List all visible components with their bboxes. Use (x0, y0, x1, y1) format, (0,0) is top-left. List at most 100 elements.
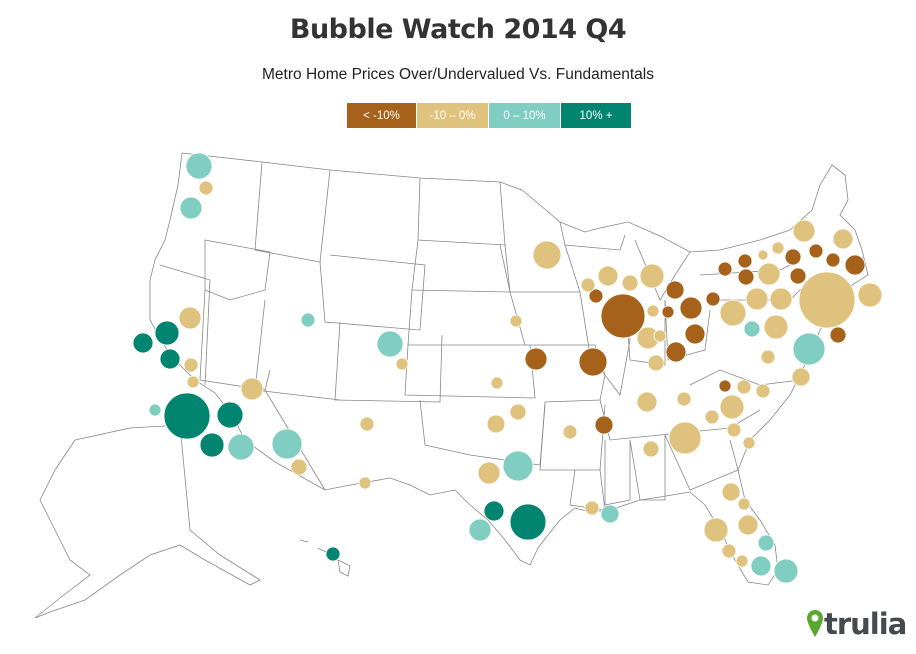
metro-bubble-minus10_0[interactable] (359, 416, 375, 432)
metro-bubble-minus10_0[interactable] (736, 379, 752, 395)
metro-bubble-lt_minus10[interactable] (737, 253, 753, 269)
metro-bubble-minus10_0[interactable] (486, 414, 506, 434)
metro-bubble-minus10_0[interactable] (721, 482, 741, 502)
metro-bubble-minus10_0[interactable] (642, 440, 660, 458)
metro-bubble-0_10[interactable] (271, 428, 303, 460)
metro-bubble-minus10_0[interactable] (791, 367, 811, 387)
metro-bubble-lt_minus10[interactable] (717, 261, 733, 277)
metro-bubble-0_10[interactable] (743, 320, 761, 338)
metro-bubble-minus10_0[interactable] (532, 240, 562, 270)
metro-bubble-0_10[interactable] (773, 558, 799, 584)
metro-bubble-minus10_0[interactable] (639, 263, 665, 289)
metro-bubble-minus10_0[interactable] (509, 314, 523, 328)
metro-bubble-minus10_0[interactable] (763, 314, 789, 340)
metro-bubble-minus10_0[interactable] (757, 262, 781, 286)
metro-bubble-lt_minus10[interactable] (718, 379, 732, 393)
metro-bubble-minus10_0[interactable] (668, 421, 702, 455)
metro-bubble-minus10_0[interactable] (745, 287, 769, 311)
metro-bubble-0_10[interactable] (750, 555, 772, 577)
metro-bubble-10_plus[interactable] (132, 332, 154, 354)
metro-bubble-0_10[interactable] (185, 152, 213, 180)
metro-bubble-10_plus[interactable] (154, 320, 180, 346)
metro-bubble-lt_minus10[interactable] (588, 288, 604, 304)
metro-bubble-10_plus[interactable] (216, 401, 244, 429)
metro-bubble-minus10_0[interactable] (798, 271, 856, 329)
metro-bubble-0_10[interactable] (757, 534, 775, 552)
metro-bubble-minus10_0[interactable] (395, 357, 409, 371)
metro-bubble-minus10_0[interactable] (647, 354, 665, 372)
metro-bubble-10_plus[interactable] (159, 348, 181, 370)
metro-bubble-0_10[interactable] (376, 330, 404, 358)
metro-bubble-lt_minus10[interactable] (825, 252, 841, 268)
metro-bubble-minus10_0[interactable] (737, 497, 751, 511)
metro-bubble-0_10[interactable] (468, 518, 492, 542)
metro-bubble-minus10_0[interactable] (178, 306, 202, 330)
metro-bubble-lt_minus10[interactable] (737, 268, 755, 286)
metro-bubble-0_10[interactable] (300, 312, 316, 328)
metro-bubble-minus10_0[interactable] (477, 461, 501, 485)
metro-bubble-lt_minus10[interactable] (665, 341, 687, 363)
metro-bubble-minus10_0[interactable] (737, 514, 759, 536)
metro-bubble-0_10[interactable] (792, 332, 826, 366)
metro-bubble-minus10_0[interactable] (719, 394, 745, 420)
metro-bubble-minus10_0[interactable] (636, 391, 658, 413)
metro-bubble-minus10_0[interactable] (183, 357, 199, 373)
metro-bubble-lt_minus10[interactable] (661, 305, 675, 319)
metro-bubble-minus10_0[interactable] (792, 219, 816, 243)
metro-bubble-10_plus[interactable] (163, 392, 211, 440)
metro-bubble-minus10_0[interactable] (198, 180, 214, 196)
metro-bubble-0_10[interactable] (179, 196, 203, 220)
metro-bubble-minus10_0[interactable] (857, 282, 883, 308)
metro-bubble-10_plus[interactable] (509, 503, 547, 541)
metro-bubble-minus10_0[interactable] (704, 409, 720, 425)
legend-item-under-10: < -10% (347, 103, 417, 128)
metro-bubble-lt_minus10[interactable] (594, 415, 614, 435)
metro-bubble-lt_minus10[interactable] (665, 280, 685, 300)
metro-bubble-0_10[interactable] (227, 433, 255, 461)
metro-bubble-minus10_0[interactable] (769, 287, 793, 311)
metro-bubble-minus10_0[interactable] (584, 500, 600, 516)
metro-bubble-lt_minus10[interactable] (684, 323, 706, 345)
metro-bubble-lt_minus10[interactable] (784, 248, 802, 266)
metro-bubble-10_plus[interactable] (325, 546, 341, 562)
metro-bubble-lt_minus10[interactable] (524, 347, 548, 371)
metro-bubble-minus10_0[interactable] (755, 383, 771, 399)
metro-bubble-minus10_0[interactable] (832, 228, 854, 250)
metro-bubble-lt_minus10[interactable] (789, 267, 807, 285)
metro-bubble-minus10_0[interactable] (358, 476, 372, 490)
metro-bubble-lt_minus10[interactable] (808, 243, 824, 259)
metro-bubble-minus10_0[interactable] (771, 241, 785, 255)
metro-bubble-minus10_0[interactable] (290, 458, 308, 476)
metro-bubble-0_10[interactable] (502, 450, 534, 482)
metro-bubble-minus10_0[interactable] (240, 377, 264, 401)
metro-bubble-lt_minus10[interactable] (844, 254, 866, 276)
metro-bubble-0_10[interactable] (600, 504, 620, 524)
metro-bubble-lt_minus10[interactable] (600, 293, 646, 339)
metro-bubble-minus10_0[interactable] (186, 375, 200, 389)
metro-bubble-minus10_0[interactable] (703, 517, 729, 543)
metro-bubble-minus10_0[interactable] (735, 554, 749, 568)
metro-bubble-minus10_0[interactable] (760, 349, 776, 365)
metro-bubble-minus10_0[interactable] (509, 403, 527, 421)
metro-bubble-minus10_0[interactable] (742, 436, 756, 450)
state-line (664, 299, 711, 361)
metro-bubble-minus10_0[interactable] (562, 424, 578, 440)
metro-bubble-10_plus[interactable] (483, 500, 505, 522)
metro-bubble-minus10_0[interactable] (676, 391, 692, 407)
metro-bubble-minus10_0[interactable] (597, 265, 619, 287)
metro-bubble-lt_minus10[interactable] (829, 326, 847, 344)
metro-bubble-10_plus[interactable] (199, 432, 225, 458)
metro-bubble-lt_minus10[interactable] (679, 296, 703, 320)
metro-bubble-minus10_0[interactable] (719, 299, 747, 327)
metro-bubble-minus10_0[interactable] (726, 422, 742, 438)
metro-bubble-lt_minus10[interactable] (705, 291, 721, 307)
metro-bubble-minus10_0[interactable] (653, 329, 667, 343)
metro-bubble-minus10_0[interactable] (721, 543, 737, 559)
metro-bubble-minus10_0[interactable] (757, 249, 769, 261)
metro-bubble-minus10_0[interactable] (621, 274, 639, 292)
metro-bubble-minus10_0[interactable] (646, 304, 660, 318)
metro-bubble-minus10_0[interactable] (580, 277, 596, 293)
metro-bubble-minus10_0[interactable] (490, 376, 504, 390)
metro-bubble-0_10[interactable] (148, 403, 162, 417)
metro-bubble-lt_minus10[interactable] (578, 347, 608, 377)
